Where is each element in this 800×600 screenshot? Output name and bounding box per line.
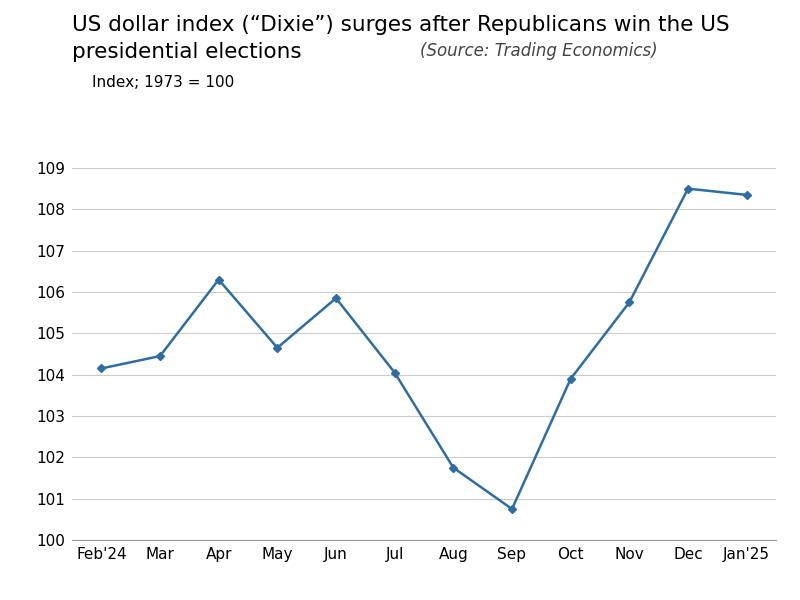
Text: (Source: Trading Economics): (Source: Trading Economics) (420, 42, 658, 60)
Text: Index; 1973 = 100: Index; 1973 = 100 (92, 75, 234, 90)
Text: US dollar index (“Dixie”) surges after Republicans win the US: US dollar index (“Dixie”) surges after R… (72, 15, 730, 35)
Text: presidential elections: presidential elections (72, 42, 302, 62)
